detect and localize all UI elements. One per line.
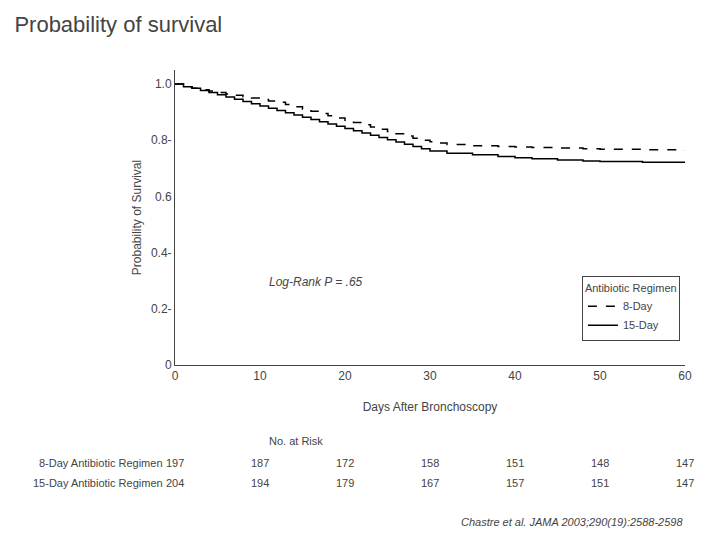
- svg-text:Chastre et al. JAMA 2003;290(1: Chastre et al. JAMA 2003;290(19):2588-25…: [461, 516, 683, 528]
- svg-text:0.2-: 0.2-: [151, 302, 172, 316]
- svg-text:No. at Risk: No. at Risk: [269, 435, 323, 447]
- svg-text:148: 148: [591, 457, 609, 469]
- svg-text:10: 10: [253, 369, 267, 383]
- svg-text:172: 172: [336, 457, 354, 469]
- svg-text:Antibiotic Regimen: Antibiotic Regimen: [585, 282, 677, 294]
- svg-text:8-Day Antibiotic Regimen: 8-Day Antibiotic Regimen: [39, 457, 163, 469]
- svg-text:40: 40: [508, 369, 522, 383]
- svg-text:194: 194: [251, 477, 269, 489]
- svg-text:8-Day: 8-Day: [623, 300, 653, 312]
- svg-text:197: 197: [166, 457, 184, 469]
- svg-text:151: 151: [591, 477, 609, 489]
- svg-text:Days After Bronchoscopy: Days After Bronchoscopy: [363, 400, 498, 414]
- svg-text:187: 187: [251, 457, 269, 469]
- svg-text:Probability of survival: Probability of survival: [14, 12, 222, 37]
- svg-text:20: 20: [338, 369, 352, 383]
- svg-text:157: 157: [506, 477, 524, 489]
- svg-text:60: 60: [678, 369, 692, 383]
- svg-text:0.8-: 0.8-: [151, 133, 172, 147]
- svg-text:179: 179: [336, 477, 354, 489]
- svg-text:158: 158: [421, 457, 439, 469]
- svg-text:1.0: 1.0: [155, 77, 172, 91]
- svg-text:204: 204: [166, 477, 184, 489]
- svg-text:147: 147: [676, 457, 694, 469]
- svg-text:15-Day: 15-Day: [623, 319, 659, 331]
- svg-text:0.6: 0.6: [155, 190, 172, 204]
- svg-text:167: 167: [421, 477, 439, 489]
- svg-text:15-Day Antibiotic Regimen: 15-Day Antibiotic Regimen: [33, 477, 163, 489]
- svg-text:Log-Rank P = .65: Log-Rank P = .65: [269, 275, 363, 289]
- svg-text:30: 30: [423, 369, 437, 383]
- svg-text:147: 147: [676, 477, 694, 489]
- svg-text:0.4-: 0.4-: [151, 246, 172, 260]
- svg-text:0: 0: [165, 358, 172, 372]
- svg-text:Probability of Survival: Probability of Survival: [130, 160, 144, 275]
- svg-text:50: 50: [593, 369, 607, 383]
- svg-text:0: 0: [172, 369, 179, 383]
- svg-text:151: 151: [506, 457, 524, 469]
